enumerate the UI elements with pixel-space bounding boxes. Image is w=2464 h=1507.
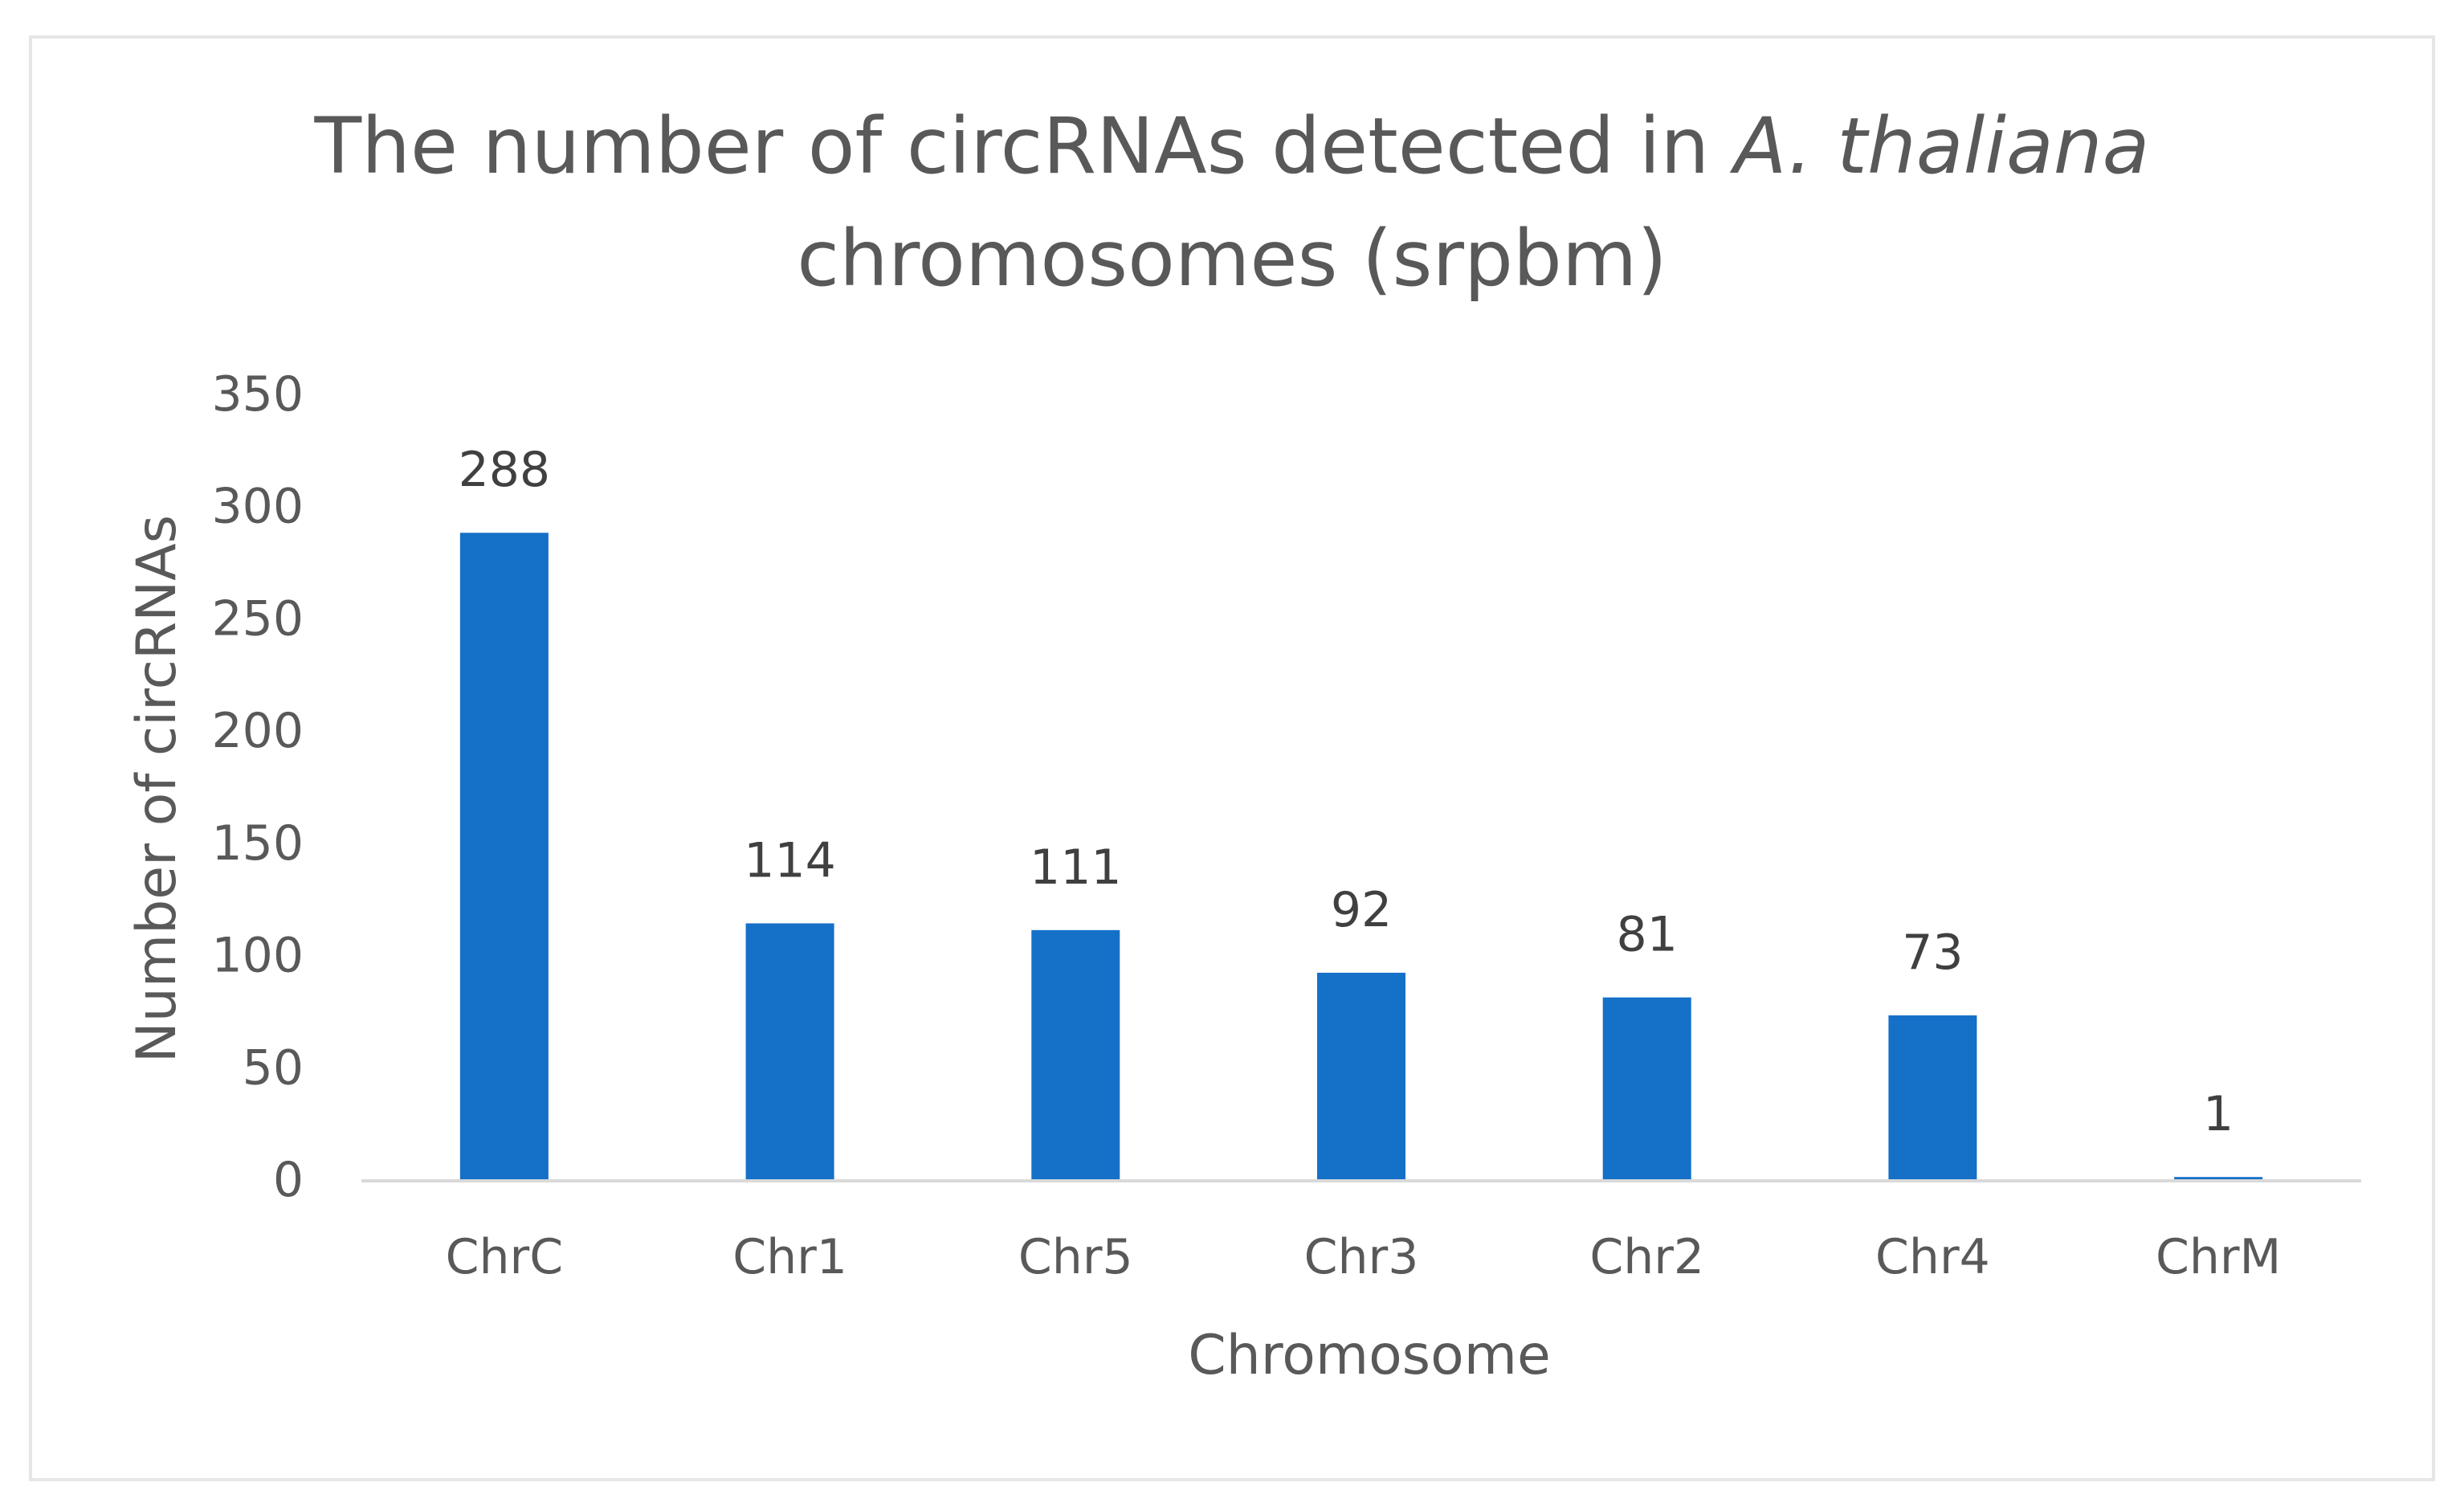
x-category-label-chr1: Chr1	[732, 1229, 847, 1285]
data-label-chrc: 288	[459, 442, 551, 498]
chart-title: The number of circRNAs detected in A. th…	[314, 101, 2150, 304]
chart-title-line-2: chromosomes (srpbm)	[797, 214, 1667, 304]
bar-chr4	[1888, 1015, 1977, 1179]
data-label-chr2: 81	[1617, 907, 1678, 963]
data-label-chr1: 114	[744, 832, 836, 888]
x-axis-category-labels: ChrC Chr1 Chr5 Chr3 Chr2 Chr4 ChrM	[446, 1229, 2282, 1285]
x-category-label-chr3: Chr3	[1304, 1229, 1419, 1285]
data-label-chr5: 111	[1030, 839, 1122, 896]
y-tick-label: 350	[211, 366, 304, 423]
y-axis-tick-labels: 0 50 100 150 200 250 300 350	[211, 366, 304, 1208]
x-category-label-chrc: ChrC	[446, 1229, 563, 1285]
x-category-label-chr2: Chr2	[1589, 1229, 1704, 1285]
bar-chr5	[1031, 929, 1120, 1179]
y-tick-label: 250	[211, 590, 304, 647]
chart-title-line-1: The number of circRNAs detected in A. th…	[314, 101, 2150, 191]
bar-chrc	[459, 533, 549, 1179]
data-label-chr4: 73	[1902, 925, 1963, 981]
y-tick-label: 200	[211, 703, 304, 759]
x-category-label-chr5: Chr5	[1018, 1229, 1133, 1285]
y-tick-label: 0	[273, 1152, 304, 1208]
bar-chr2	[1602, 997, 1691, 1179]
x-category-label-chrm: ChrM	[2156, 1229, 2281, 1285]
bar-series	[459, 533, 2263, 1179]
bar-chr1	[745, 923, 834, 1179]
chart-title-prefix: The number of circRNAs detected in	[314, 101, 1734, 191]
y-tick-label: 150	[211, 815, 304, 872]
x-axis-title: Chromosome	[1188, 1324, 1551, 1387]
y-tick-label: 100	[211, 928, 304, 984]
y-tick-label: 300	[211, 479, 304, 535]
y-axis-title: Number of circRNAs	[125, 515, 189, 1063]
data-labels: 288 114 111 92 81 73 1	[459, 442, 2234, 1142]
chart-title-species: A. thaliana	[1729, 101, 2150, 191]
data-label-chrm: 1	[2203, 1086, 2234, 1142]
data-label-chr3: 92	[1331, 882, 1392, 938]
x-category-label-chr4: Chr4	[1875, 1229, 1990, 1285]
bar-chrm	[2174, 1177, 2263, 1179]
bar-chr3	[1317, 972, 1405, 1179]
y-tick-label: 50	[243, 1039, 304, 1096]
chart-frame	[29, 35, 2435, 1481]
